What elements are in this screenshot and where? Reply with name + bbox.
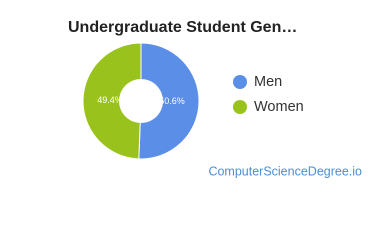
source-link[interactable]: ComputerScienceDegree.io: [208, 164, 362, 178]
legend-label: Women: [254, 99, 304, 115]
slice-label: 50.6%: [159, 96, 185, 106]
donut-hole: [119, 79, 163, 123]
legend-swatch: [233, 100, 247, 114]
pie-slice: [82, 42, 142, 160]
chart-title: Undergraduate Student Gen…: [68, 19, 297, 36]
legend-label: Men: [254, 74, 282, 90]
legend-swatch: [233, 75, 247, 89]
pie-slice: [138, 42, 200, 160]
slice-label: 49.4%: [97, 95, 123, 105]
chart: Undergraduate Student Gen… ComputerScien…: [68, 19, 362, 178]
